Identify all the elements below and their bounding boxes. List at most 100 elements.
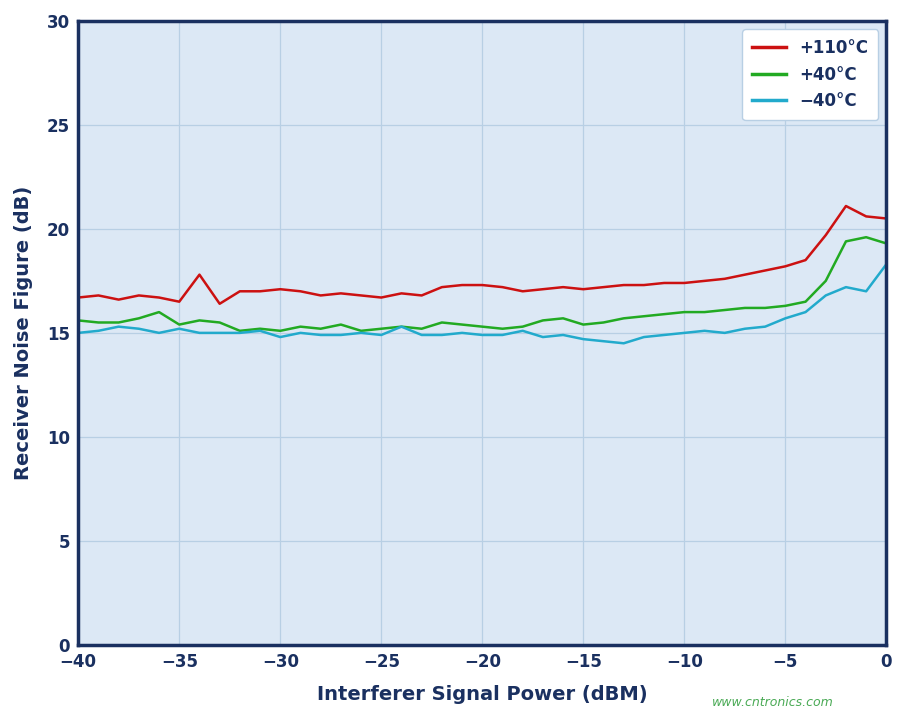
+40°C <box>739 304 750 312</box>
+110°C <box>760 266 771 275</box>
+110°C <box>578 285 589 294</box>
−40°C <box>537 332 548 341</box>
−40°C <box>235 329 246 337</box>
+40°C <box>477 322 487 331</box>
Line: +110°C: +110°C <box>78 206 886 304</box>
+110°C <box>820 230 831 239</box>
+110°C <box>376 293 387 302</box>
+40°C <box>497 325 508 333</box>
+40°C <box>295 322 306 331</box>
−40°C <box>841 283 852 292</box>
+110°C <box>133 291 144 299</box>
+110°C <box>477 281 487 289</box>
+40°C <box>618 314 629 322</box>
+110°C <box>72 293 83 302</box>
+110°C <box>699 276 710 285</box>
+40°C <box>194 316 205 325</box>
+110°C <box>396 289 407 298</box>
+110°C <box>315 291 326 299</box>
Text: www.cntronics.com: www.cntronics.com <box>712 696 834 709</box>
+40°C <box>537 316 548 325</box>
+110°C <box>719 274 730 283</box>
+110°C <box>214 299 225 308</box>
+110°C <box>881 214 892 223</box>
−40°C <box>416 331 427 340</box>
−40°C <box>335 331 346 340</box>
−40°C <box>396 322 407 331</box>
−40°C <box>194 329 205 337</box>
−40°C <box>679 329 689 337</box>
+110°C <box>93 291 104 299</box>
+110°C <box>659 279 670 287</box>
−40°C <box>639 332 650 341</box>
−40°C <box>497 331 508 340</box>
−40°C <box>477 331 487 340</box>
+110°C <box>457 281 467 289</box>
+40°C <box>255 325 265 333</box>
Legend: +110°C, +40°C, −40°C: +110°C, +40°C, −40°C <box>742 29 878 120</box>
+110°C <box>739 271 750 279</box>
+110°C <box>416 291 427 299</box>
+110°C <box>517 287 528 296</box>
+40°C <box>639 312 650 320</box>
−40°C <box>376 331 387 340</box>
+40°C <box>235 327 246 335</box>
−40°C <box>356 329 367 337</box>
−40°C <box>93 327 104 335</box>
Line: +40°C: +40°C <box>78 237 886 331</box>
−40°C <box>255 327 265 335</box>
+40°C <box>113 318 124 327</box>
+40°C <box>800 297 811 306</box>
+40°C <box>659 310 670 319</box>
+110°C <box>275 285 285 294</box>
+110°C <box>618 281 629 289</box>
+110°C <box>356 291 367 299</box>
−40°C <box>154 329 165 337</box>
−40°C <box>861 287 872 296</box>
−40°C <box>719 329 730 337</box>
−40°C <box>780 314 791 322</box>
+110°C <box>174 297 185 306</box>
−40°C <box>699 327 710 335</box>
−40°C <box>760 322 771 331</box>
−40°C <box>295 329 306 337</box>
−40°C <box>133 325 144 333</box>
+40°C <box>699 308 710 317</box>
+40°C <box>275 327 285 335</box>
−40°C <box>214 329 225 337</box>
+40°C <box>416 325 427 333</box>
+40°C <box>598 318 609 327</box>
+40°C <box>356 327 367 335</box>
+40°C <box>214 318 225 327</box>
+40°C <box>820 276 831 285</box>
+110°C <box>800 256 811 264</box>
−40°C <box>881 260 892 269</box>
+110°C <box>255 287 265 296</box>
Line: −40°C: −40°C <box>78 264 886 343</box>
+40°C <box>376 325 387 333</box>
+110°C <box>295 287 306 296</box>
−40°C <box>517 327 528 335</box>
+40°C <box>335 320 346 329</box>
+110°C <box>598 283 609 292</box>
−40°C <box>113 322 124 331</box>
+110°C <box>194 271 205 279</box>
+110°C <box>861 212 872 220</box>
+40°C <box>154 308 165 317</box>
+110°C <box>235 287 246 296</box>
+40°C <box>174 320 185 329</box>
+40°C <box>841 237 852 246</box>
Y-axis label: Receiver Noise Figure (dB): Receiver Noise Figure (dB) <box>14 186 33 480</box>
+40°C <box>315 325 326 333</box>
+110°C <box>841 202 852 210</box>
−40°C <box>659 331 670 340</box>
−40°C <box>598 337 609 345</box>
+40°C <box>881 239 892 248</box>
+110°C <box>437 283 448 292</box>
+40°C <box>396 322 407 331</box>
−40°C <box>820 291 831 299</box>
−40°C <box>457 329 467 337</box>
−40°C <box>558 331 569 340</box>
−40°C <box>739 325 750 333</box>
+110°C <box>335 289 346 298</box>
